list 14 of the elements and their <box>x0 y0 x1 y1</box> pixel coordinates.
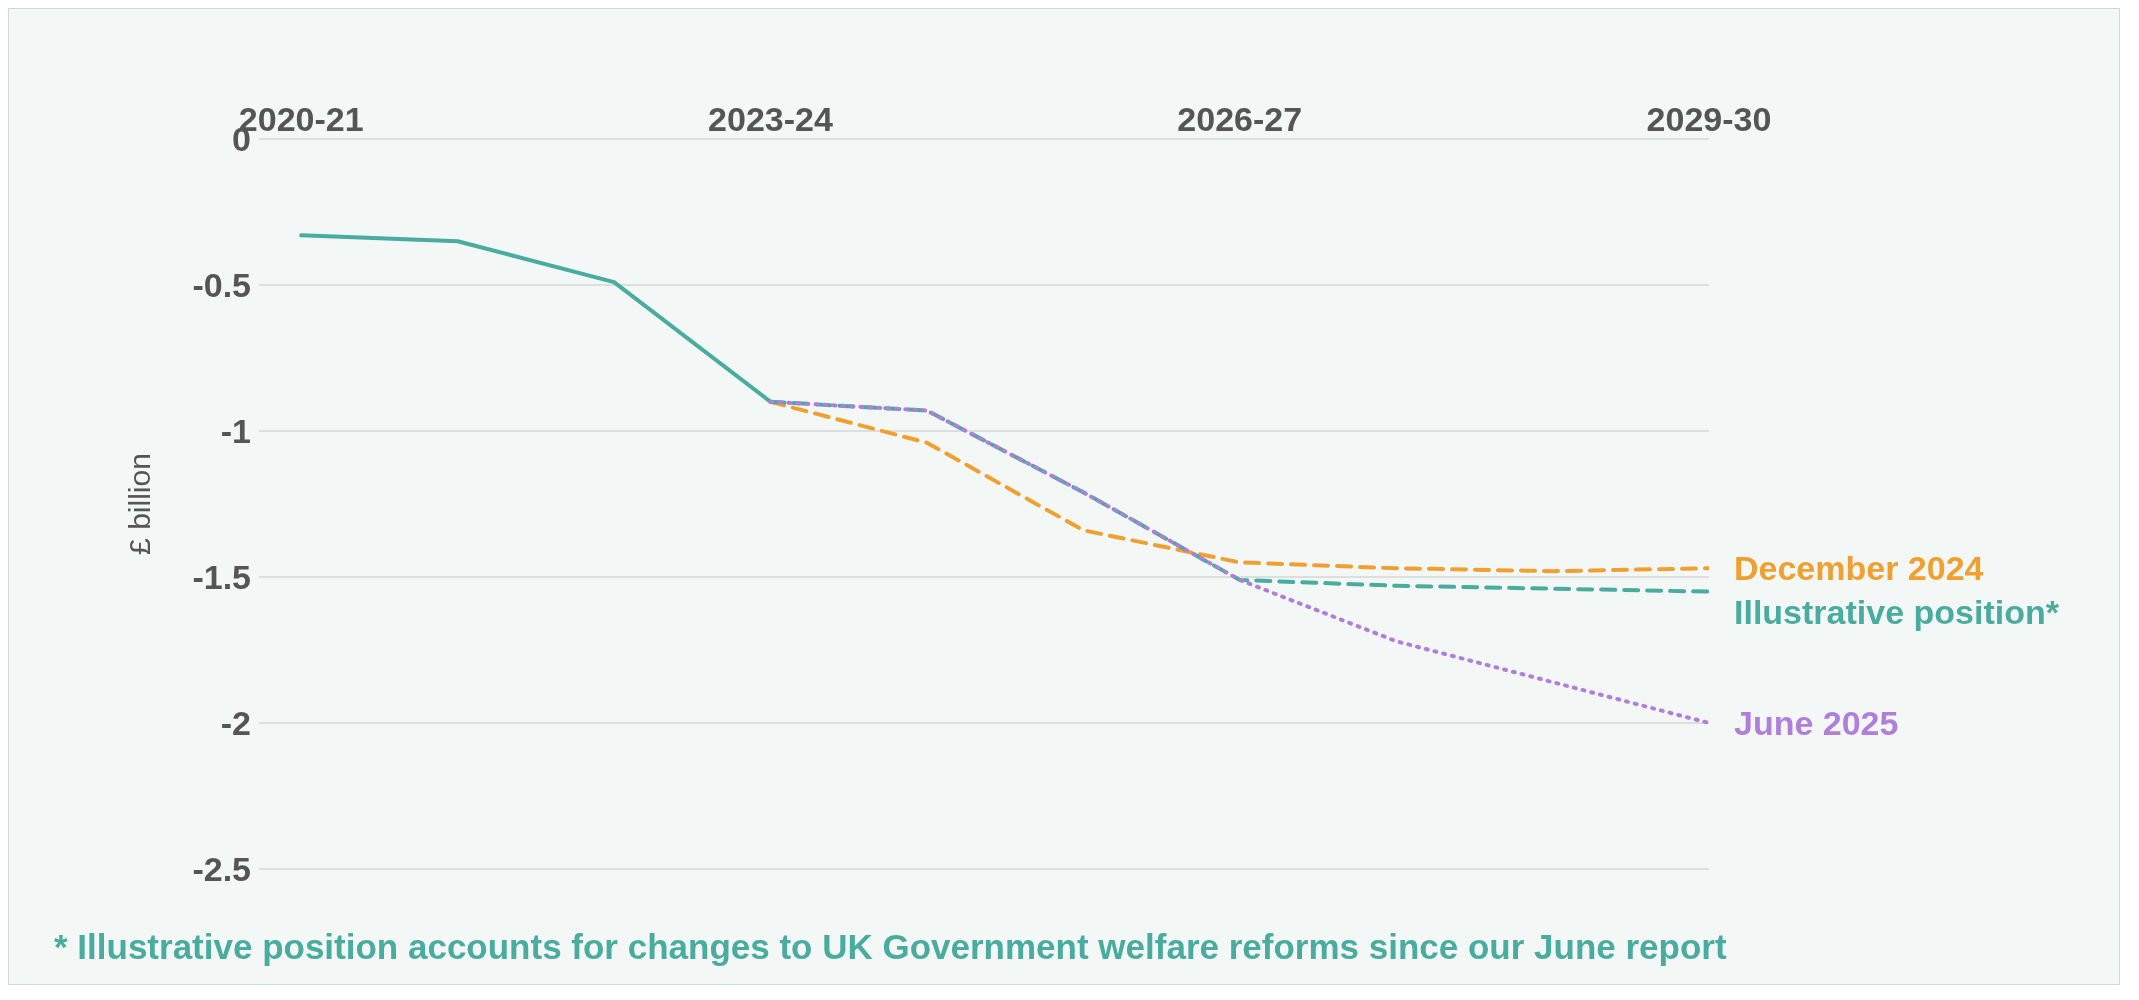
y-tick-label: -2 <box>220 704 251 743</box>
x-tick-label: 2029-30 <box>1646 100 1772 138</box>
text: * Illustrative position accounts for changes to UK Government welfare reforms since our June report <box>54 927 1727 967</box>
x-tick-label: 2023-24 <box>708 100 833 138</box>
series-label: June 2025 <box>1734 704 1899 742</box>
y-tick-label: -1.5 <box>192 558 251 597</box>
series-label: Illustrative position* <box>1734 592 2060 631</box>
x-tick-label: 2026-27 <box>1177 100 1303 138</box>
line-series <box>768 399 1709 725</box>
y-axis-title: £ billion <box>122 453 156 555</box>
y-tick-label: -1 <box>220 412 251 451</box>
y-tick-label: -0.5 <box>192 266 251 305</box>
y-tick-label: -2.5 <box>192 850 251 889</box>
series-label: December 2024 <box>1734 549 1984 588</box>
